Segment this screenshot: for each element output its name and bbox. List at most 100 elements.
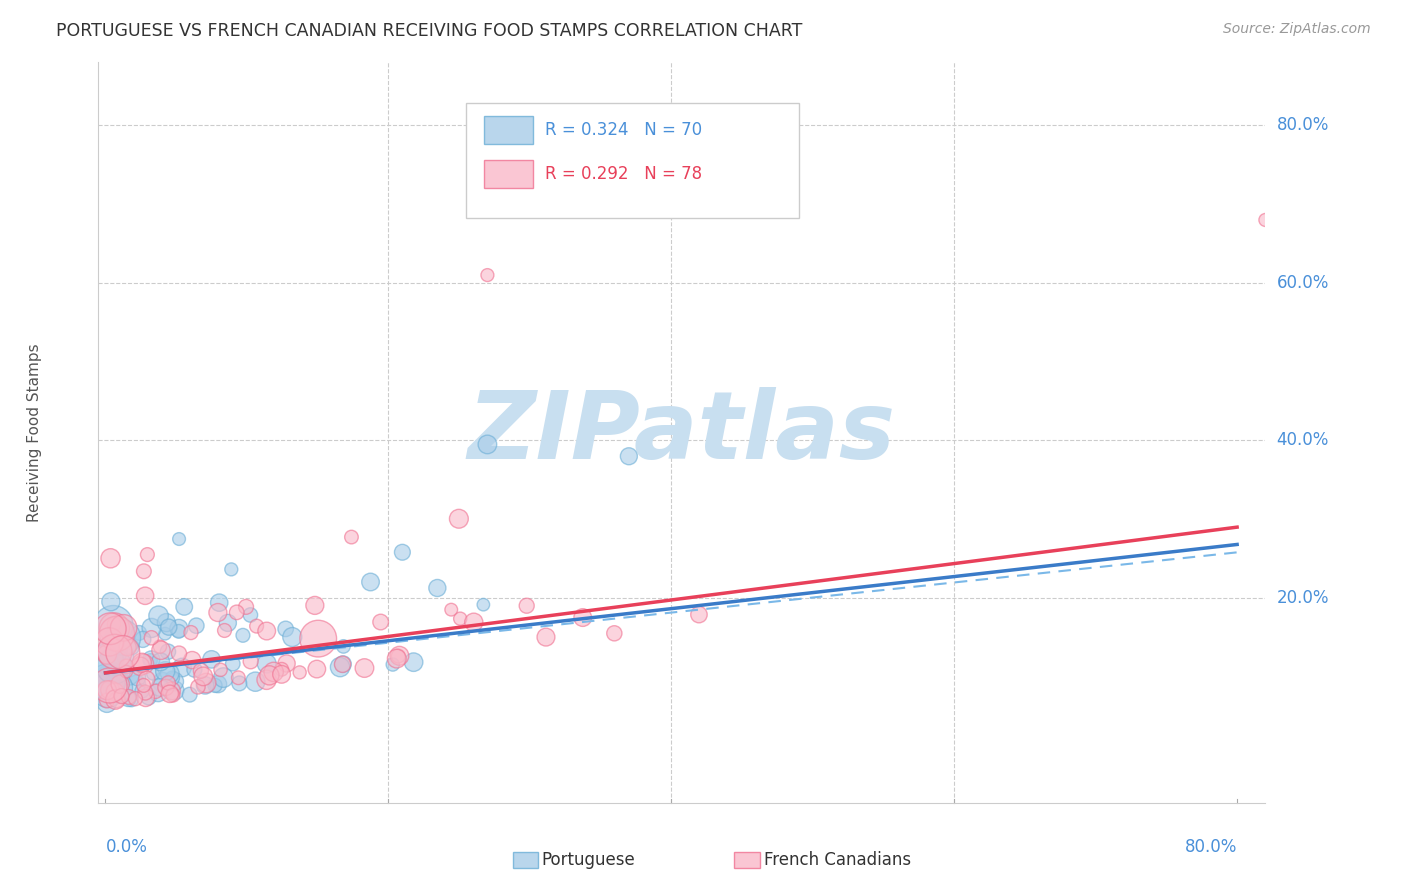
Point bbox=[307, 632, 329, 646]
Point bbox=[150, 643, 173, 657]
Point bbox=[141, 652, 163, 666]
Point bbox=[117, 691, 139, 706]
Point bbox=[105, 635, 128, 649]
Point bbox=[101, 633, 124, 648]
Point bbox=[228, 671, 250, 685]
Point bbox=[155, 681, 177, 695]
Point bbox=[381, 657, 404, 672]
Point bbox=[139, 653, 162, 667]
Point bbox=[118, 690, 141, 704]
Point bbox=[195, 676, 218, 690]
Point bbox=[209, 663, 232, 677]
Text: French Canadians: French Canadians bbox=[763, 851, 911, 869]
Point bbox=[136, 548, 159, 562]
Point bbox=[98, 622, 121, 636]
Point bbox=[208, 596, 231, 610]
Point bbox=[155, 615, 177, 630]
Point bbox=[340, 530, 363, 544]
Point bbox=[110, 689, 132, 703]
Point bbox=[98, 635, 121, 649]
Point bbox=[304, 599, 326, 613]
Point bbox=[477, 437, 499, 451]
Point bbox=[124, 691, 146, 706]
Point bbox=[100, 551, 122, 566]
Point bbox=[426, 581, 449, 595]
Point bbox=[156, 645, 179, 659]
Point bbox=[163, 683, 186, 698]
Point bbox=[96, 693, 118, 707]
Text: 20.0%: 20.0% bbox=[1277, 589, 1329, 607]
Point bbox=[353, 661, 375, 675]
Point bbox=[167, 532, 190, 546]
Point bbox=[159, 666, 181, 681]
Point bbox=[128, 626, 150, 640]
Point bbox=[225, 605, 247, 619]
Point bbox=[212, 671, 235, 685]
Point bbox=[115, 665, 138, 679]
Point bbox=[149, 655, 172, 669]
Point bbox=[97, 649, 120, 664]
Point bbox=[134, 589, 156, 603]
Point bbox=[270, 667, 292, 681]
Point bbox=[256, 624, 278, 638]
Point bbox=[141, 631, 163, 645]
Point bbox=[131, 684, 153, 698]
FancyBboxPatch shape bbox=[513, 852, 538, 868]
Point bbox=[463, 615, 485, 630]
Point bbox=[103, 621, 125, 635]
Point bbox=[103, 618, 125, 632]
Point bbox=[162, 688, 184, 702]
FancyBboxPatch shape bbox=[734, 852, 761, 868]
Text: 60.0%: 60.0% bbox=[1277, 274, 1329, 292]
Point bbox=[121, 640, 143, 655]
Point bbox=[276, 657, 298, 671]
Point bbox=[97, 683, 120, 698]
Point bbox=[449, 612, 471, 626]
Point bbox=[104, 644, 127, 658]
Point bbox=[98, 678, 121, 692]
Point bbox=[98, 673, 121, 688]
Point bbox=[232, 628, 254, 642]
Point bbox=[332, 640, 354, 654]
Point bbox=[1254, 213, 1277, 227]
Text: Portuguese: Portuguese bbox=[541, 851, 636, 869]
Point bbox=[152, 675, 174, 690]
Point bbox=[221, 562, 243, 576]
Point bbox=[194, 678, 217, 692]
Point bbox=[167, 647, 190, 661]
Point bbox=[167, 624, 190, 639]
Point bbox=[332, 657, 354, 672]
Point bbox=[132, 564, 155, 578]
Point bbox=[148, 686, 170, 700]
Point bbox=[120, 692, 142, 706]
Text: R = 0.292   N = 78: R = 0.292 N = 78 bbox=[546, 165, 703, 183]
Point bbox=[132, 632, 155, 647]
Point bbox=[228, 676, 250, 690]
Point bbox=[263, 665, 285, 679]
Point bbox=[170, 660, 193, 674]
Point bbox=[281, 630, 304, 644]
Point bbox=[440, 602, 463, 616]
Point bbox=[332, 657, 354, 672]
Point bbox=[222, 657, 245, 671]
Point bbox=[132, 657, 155, 672]
Point bbox=[111, 646, 134, 660]
Point bbox=[98, 682, 121, 697]
Point bbox=[617, 449, 640, 463]
Point bbox=[167, 621, 190, 635]
Point bbox=[153, 665, 176, 679]
FancyBboxPatch shape bbox=[465, 103, 799, 218]
Point bbox=[101, 679, 124, 693]
Point bbox=[115, 659, 138, 673]
Point bbox=[163, 674, 186, 689]
Point bbox=[214, 624, 236, 638]
Point bbox=[129, 659, 152, 673]
Text: Source: ZipAtlas.com: Source: ZipAtlas.com bbox=[1223, 22, 1371, 37]
Point bbox=[145, 684, 167, 698]
Point bbox=[387, 648, 409, 663]
Point bbox=[217, 615, 239, 630]
Point bbox=[477, 268, 499, 282]
Point bbox=[96, 696, 118, 710]
Point bbox=[207, 677, 229, 691]
Point bbox=[153, 626, 176, 640]
